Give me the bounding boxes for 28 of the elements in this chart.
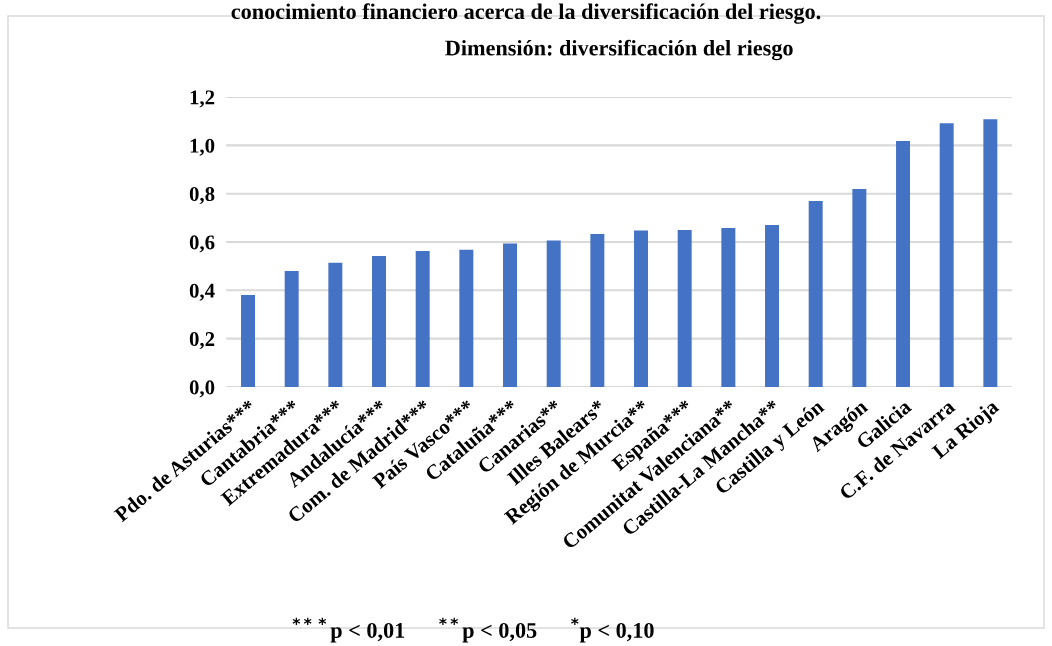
bar bbox=[546, 240, 561, 387]
bar bbox=[590, 234, 605, 387]
text: conocimiento financiero acerca de la diversificación del riesgo. bbox=[231, 3, 821, 24]
bar bbox=[284, 271, 299, 387]
y-tick-label: 0,0 bbox=[189, 380, 215, 398]
bar bbox=[459, 249, 474, 387]
y-tick-label: 0,4 bbox=[189, 283, 215, 301]
text: $^{***}$p < 0,01 $^{**}$p < 0,05 $^{*}$p < 0,10 bbox=[292, 617, 654, 643]
bar bbox=[721, 227, 736, 387]
bar bbox=[241, 294, 255, 387]
bar bbox=[765, 225, 779, 387]
y-tick-label: 1,2 bbox=[190, 90, 215, 108]
bar bbox=[328, 262, 343, 387]
chart-title: Dimensión: diversificación del riesgo bbox=[445, 39, 793, 61]
bar bbox=[415, 250, 430, 387]
bar bbox=[896, 140, 910, 387]
bar bbox=[503, 243, 517, 387]
bar bbox=[372, 256, 386, 387]
y-tick-label: 1,0 bbox=[190, 138, 215, 156]
bar bbox=[939, 123, 954, 387]
y-tick-label: 0,2 bbox=[189, 332, 215, 350]
bar bbox=[808, 200, 823, 387]
bar bbox=[852, 189, 867, 387]
bar bbox=[677, 229, 692, 387]
y-tick-label: 0,8 bbox=[189, 187, 215, 205]
bar bbox=[634, 230, 648, 387]
y-tick-label: 0,6 bbox=[189, 235, 215, 253]
bar bbox=[983, 119, 998, 387]
